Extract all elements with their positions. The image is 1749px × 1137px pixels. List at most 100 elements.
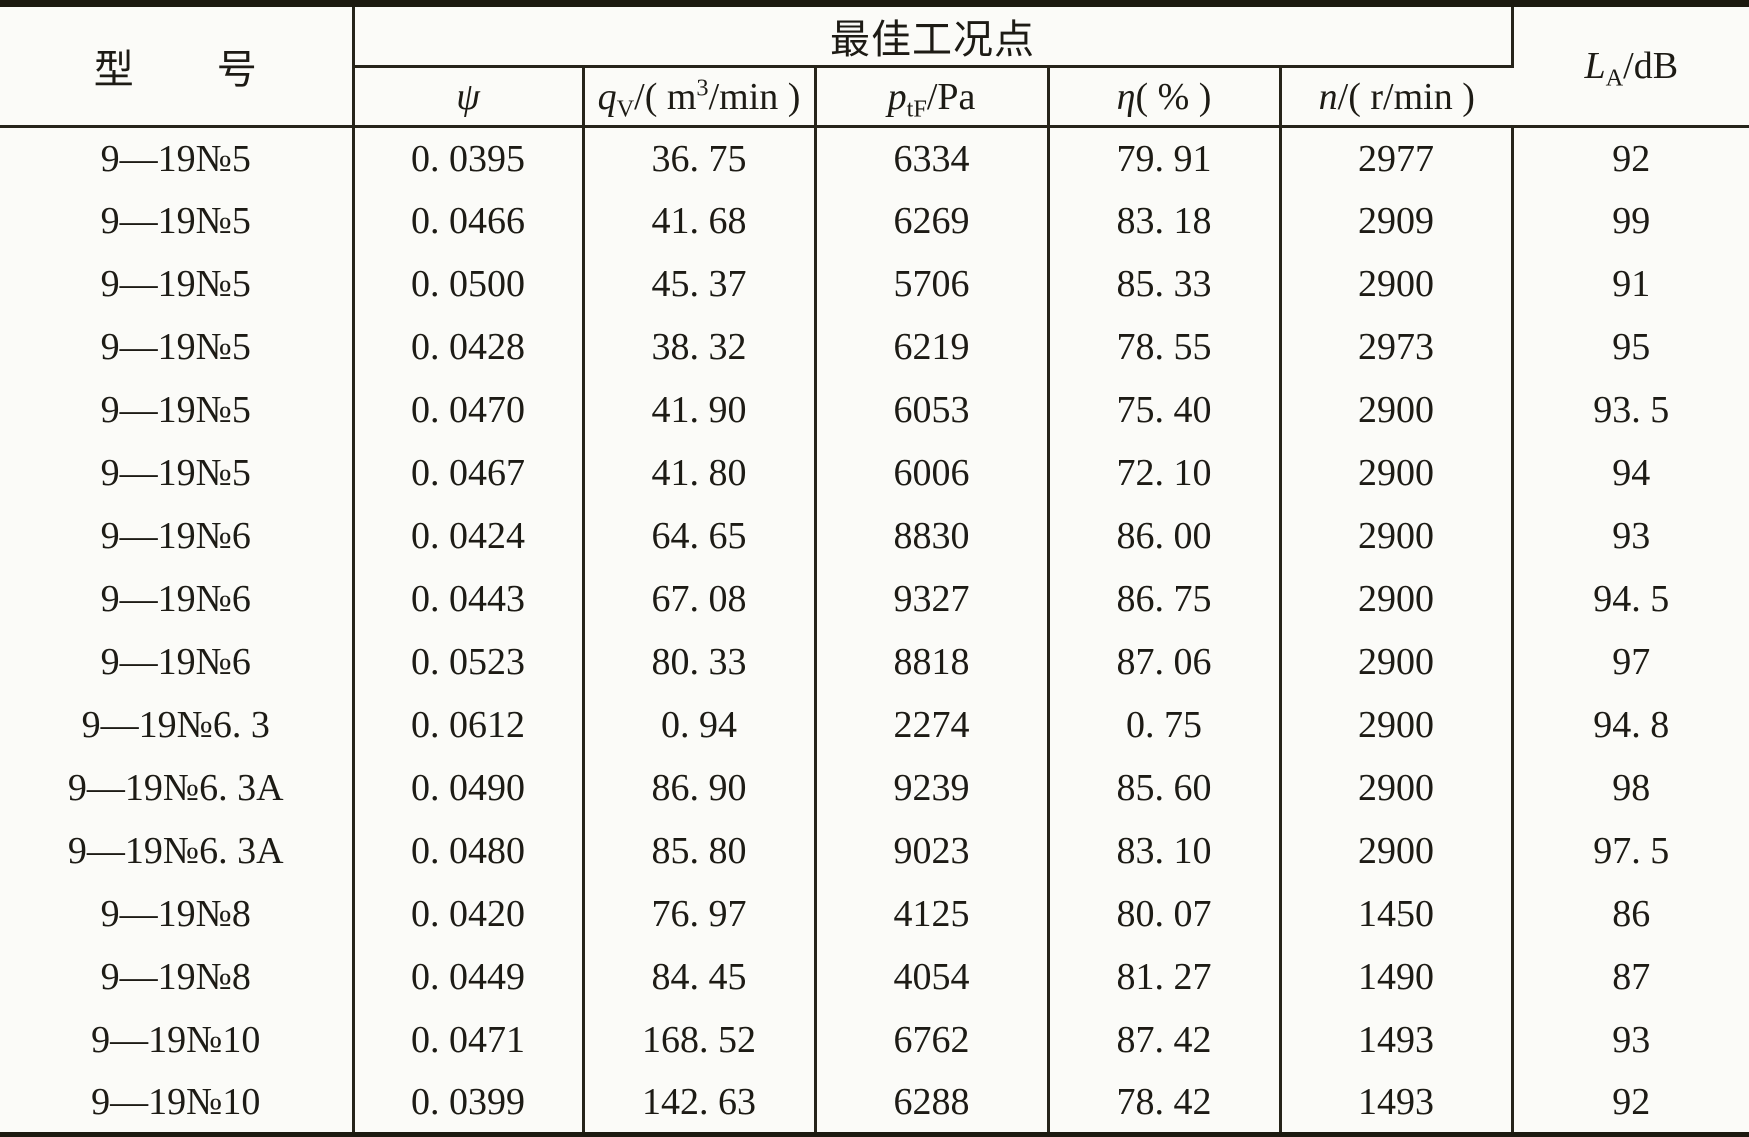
cell-eta: 80. 07	[1048, 882, 1282, 946]
cell-n: 1490	[1280, 945, 1514, 1009]
la-symbol: L	[1584, 45, 1606, 87]
cell-n: 2977	[1280, 126, 1514, 190]
cell-model: 9—19№6. 3A	[0, 819, 355, 883]
cell-eta: 85. 33	[1048, 252, 1282, 316]
cell-psi: 0. 0467	[353, 441, 585, 505]
cell-model: 9—19№5	[0, 378, 355, 442]
table-row: 9—19№6. 3A 0. 0480 85. 80 9023 83. 10 29…	[0, 819, 1749, 883]
cell-n: 1450	[1280, 882, 1514, 946]
cell-ptf: 9239	[815, 756, 1050, 820]
cell-ptf: 6334	[815, 126, 1050, 190]
cell-ptf: 4125	[815, 882, 1050, 946]
table-row: 9—19№5 0. 0428 38. 32 6219 78. 55 2973 9…	[0, 315, 1749, 379]
la-unit: /dB	[1623, 45, 1679, 87]
cell-model: 9—19№6	[0, 504, 355, 568]
eta-symbol: η	[1116, 75, 1136, 118]
cell-n: 1493	[1280, 1071, 1514, 1135]
table-row: 9—19№6. 3A 0. 0490 86. 90 9239 85. 60 29…	[0, 756, 1749, 820]
cell-n: 2900	[1280, 567, 1514, 631]
table-row: 9—19№5 0. 0466 41. 68 6269 83. 18 2909 9…	[0, 189, 1749, 253]
cell-qv: 86. 90	[583, 756, 817, 820]
cell-eta: 86. 75	[1048, 567, 1282, 631]
cell-qv: 0. 94	[583, 693, 817, 757]
cell-psi: 0. 0523	[353, 630, 585, 694]
cell-eta: 83. 10	[1048, 819, 1282, 883]
cell-psi: 0. 0480	[353, 819, 585, 883]
cell-psi: 0. 0420	[353, 882, 585, 946]
cell-ptf: 6219	[815, 315, 1050, 379]
eta-unit: ( % )	[1135, 75, 1212, 118]
cell-model: 9—19№8	[0, 945, 355, 1009]
cell-n: 2900	[1280, 630, 1514, 694]
table-row: 9—19№6. 3 0. 0612 0. 94 2274 0. 75 2900 …	[0, 693, 1749, 757]
table-row: 9—19№6 0. 0523 80. 33 8818 87. 06 2900 9…	[0, 630, 1749, 694]
cell-model: 9—19№8	[0, 882, 355, 946]
cell-psi: 0. 0470	[353, 378, 585, 442]
cell-qv: 41. 90	[583, 378, 817, 442]
qv-symbol: q	[597, 75, 617, 118]
cell-ptf: 9327	[815, 567, 1050, 631]
cell-qv: 84. 45	[583, 945, 817, 1009]
cell-ptf: 6006	[815, 441, 1050, 505]
cell-model: 9—19№6	[0, 630, 355, 694]
cell-psi: 0. 0449	[353, 945, 585, 1009]
cell-qv: 41. 80	[583, 441, 817, 505]
cell-ptf: 9023	[815, 819, 1050, 883]
cell-la: 92	[1612, 1080, 1651, 1123]
cell-eta: 87. 06	[1048, 630, 1282, 694]
cell-psi: 0. 0471	[353, 1008, 585, 1072]
cell-ptf: 5706	[815, 252, 1050, 316]
la-subscript: A	[1605, 64, 1624, 92]
cell-la: 93. 5	[1593, 389, 1670, 431]
cell-psi: 0. 0443	[353, 567, 585, 631]
cell-qv: 142. 63	[583, 1071, 817, 1135]
table-row: 9—19№5 0. 0470 41. 90 6053 75. 40 2900 9…	[0, 378, 1749, 442]
cell-la: 94. 8	[1593, 704, 1670, 746]
table-row: 9—19№8 0. 0449 84. 45 4054 81. 27 1490 8…	[0, 945, 1749, 1009]
cell-qv: 80. 33	[583, 630, 817, 694]
cell-la: 86	[1612, 893, 1651, 935]
cell-la: 91	[1612, 263, 1651, 305]
table-row: 9—19№8 0. 0420 76. 97 4125 80. 07 1450 8…	[0, 882, 1749, 946]
column-header-la: LA/dB	[1512, 3, 1749, 128]
cell-ptf: 6269	[815, 189, 1050, 253]
cell-qv: 41. 68	[583, 189, 817, 253]
cell-la: 87	[1612, 956, 1651, 998]
cell-eta: 83. 18	[1048, 189, 1282, 253]
column-header-ptf: ptF/Pa	[815, 66, 1050, 128]
n-symbol: n	[1318, 75, 1338, 118]
cell-qv: 76. 97	[583, 882, 817, 946]
table-row: 9—19№5 0. 0395 36. 75 6334 79. 91 2977 9…	[0, 126, 1749, 190]
psi-symbol: ψ	[456, 75, 480, 118]
cell-ptf: 6053	[815, 378, 1050, 442]
cell-n: 2900	[1280, 756, 1514, 820]
cell-psi: 0. 0399	[353, 1071, 585, 1135]
cell-n: 2900	[1280, 378, 1514, 442]
qv-unit-close: /min )	[708, 75, 801, 118]
cell-qv: 85. 80	[583, 819, 817, 883]
ptf-subscript: tF	[906, 94, 927, 122]
cell-eta: 0. 75	[1048, 693, 1282, 757]
table-header: 型 号 最佳工况点 LA/dB ψ qV/( m3/min ) ptF/Pa η…	[0, 3, 1749, 128]
cell-ptf: 8830	[815, 504, 1050, 568]
cell-qv: 168. 52	[583, 1008, 817, 1072]
cell-psi: 0. 0490	[353, 756, 585, 820]
cell-eta: 78. 55	[1048, 315, 1282, 379]
cell-qv: 38. 32	[583, 315, 817, 379]
cell-la: 94	[1612, 452, 1651, 494]
cell-la: 95	[1612, 326, 1651, 368]
column-header-psi: ψ	[353, 66, 585, 128]
cell-eta: 85. 60	[1048, 756, 1282, 820]
cell-psi: 0. 0500	[353, 252, 585, 316]
cell-n: 2909	[1280, 189, 1514, 253]
cell-eta: 81. 27	[1048, 945, 1282, 1009]
header-row-sub: ψ qV/( m3/min ) ptF/Pa η( % ) n/( r/min …	[0, 66, 1749, 128]
cell-model: 9—19№5	[0, 315, 355, 379]
cell-model: 9—19№6. 3A	[0, 756, 355, 820]
cell-model: 9—19№5	[0, 126, 355, 190]
cell-n: 2900	[1280, 441, 1514, 505]
cell-psi: 0. 0395	[353, 126, 585, 190]
cell-n: 2973	[1280, 315, 1514, 379]
cell-ptf: 6762	[815, 1008, 1050, 1072]
